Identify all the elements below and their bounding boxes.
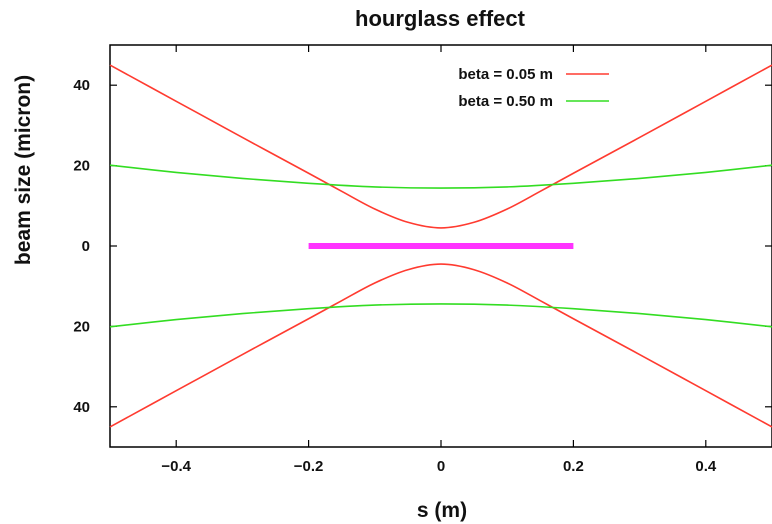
chart-title: hourglass effect [355, 6, 526, 31]
series-0-upper-line [109, 64, 772, 229]
x-tick-label: 0 [437, 458, 445, 475]
y-axis-label: beam size (micron) [12, 75, 35, 265]
x-tick-label: 0.2 [563, 458, 584, 475]
y-tick-label: 40 [73, 399, 90, 416]
y-tick-label: 0 [82, 238, 90, 255]
y-tick-label: 40 [73, 77, 90, 94]
legend-label: beta = 0.50 m [458, 93, 553, 110]
series-1-upper-line [109, 164, 772, 189]
x-tick-label: −0.4 [161, 458, 191, 475]
x-tick-label: −0.2 [294, 458, 324, 475]
legend-label: beta = 0.05 m [458, 66, 553, 83]
x-tick-label: 0.4 [695, 458, 717, 475]
y-tick-label: 20 [73, 318, 90, 335]
x-axis-label: s (m) [417, 499, 467, 522]
series-1-lower-line [109, 303, 772, 328]
y-tick-label: 20 [73, 158, 90, 175]
series-0-lower-line [109, 263, 772, 428]
